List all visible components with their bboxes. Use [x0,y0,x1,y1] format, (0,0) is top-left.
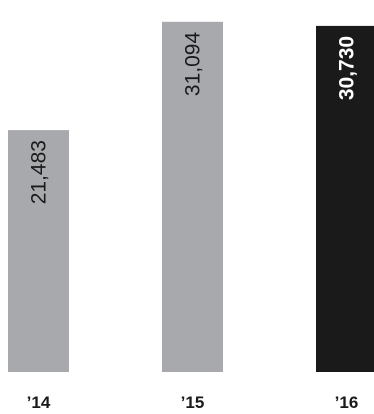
bar-value-label-1: 31,094 [182,32,205,97]
category-label-0: ’14 [27,393,51,412]
bar-2 [316,25,374,373]
category-label-2: ’16 [335,393,359,412]
bar-0 [8,130,69,372]
category-label-1: ’15 [181,393,205,412]
bar-1 [162,21,223,373]
bar-value-label-2: 30,730 [336,36,359,100]
bar-value-label-0: 21,483 [28,140,51,204]
